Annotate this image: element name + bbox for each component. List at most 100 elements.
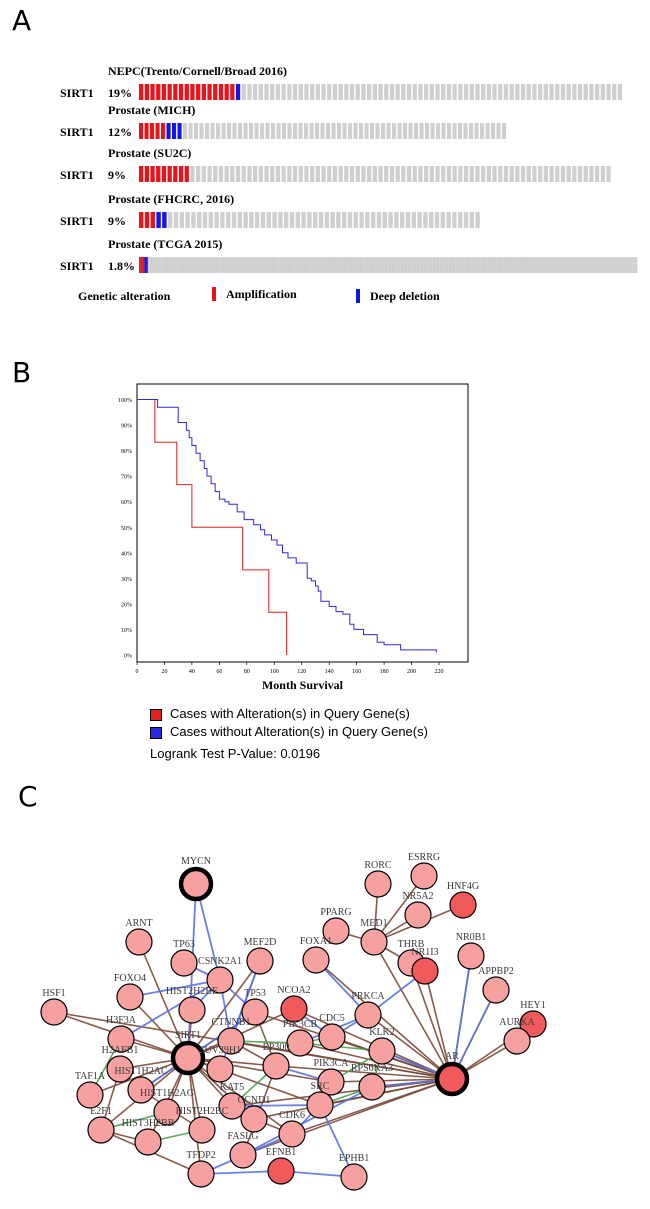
sample-bar	[587, 257, 590, 273]
legend-title: Genetic alteration	[78, 289, 171, 303]
sample-bar	[592, 257, 595, 273]
sample-bar	[559, 257, 561, 273]
sample-bar	[450, 257, 453, 273]
sample-bar	[172, 257, 175, 273]
sample-bar	[224, 84, 229, 100]
node-label-pik3ca: PIK3CA	[313, 1058, 349, 1069]
sample-bar	[318, 257, 321, 273]
sample-bar	[201, 84, 206, 100]
node-label-tp53: TP53	[244, 988, 266, 999]
sample-bar	[417, 212, 422, 228]
sample-bar	[365, 212, 370, 228]
node-label-faslg: FASLG	[228, 1131, 259, 1142]
sample-bar	[372, 84, 377, 100]
edge-interaction	[373, 941, 453, 1080]
sample-bar	[139, 257, 141, 273]
sample-bar	[226, 212, 231, 228]
sample-bar	[160, 257, 163, 273]
sample-bar	[457, 257, 460, 273]
sample-bar	[338, 257, 341, 273]
sample-bar	[258, 84, 263, 100]
sample-bar	[173, 84, 178, 100]
sample-bar	[389, 166, 395, 182]
sample-bar	[142, 257, 145, 273]
node-sirt1	[170, 1040, 206, 1076]
edge-interaction	[187, 1057, 202, 1175]
sample-bar	[440, 212, 445, 228]
legend-amp-swatch	[212, 287, 216, 301]
edge-interaction	[138, 941, 189, 1059]
sample-bar	[549, 84, 554, 100]
sample-bar	[447, 123, 452, 139]
sample-bar	[608, 257, 611, 273]
sample-bar	[461, 257, 463, 273]
sample-bar	[231, 257, 234, 273]
sample-bar	[459, 257, 462, 273]
node-label-ccnd1: CCND1	[238, 1095, 271, 1106]
sample-bar	[153, 257, 156, 273]
sample-bar	[251, 257, 253, 273]
sample-bar	[498, 84, 503, 100]
sample-bar	[361, 257, 364, 273]
sample-bar	[468, 257, 471, 273]
sample-bar	[512, 257, 515, 273]
sample-bar	[196, 166, 201, 182]
sample-bar	[199, 123, 204, 139]
sample-bar	[249, 212, 254, 228]
node-label-nr5a2: NR5A2	[402, 891, 433, 902]
sample-bar	[272, 257, 275, 273]
node-ar	[434, 1061, 470, 1097]
sample-bar	[150, 166, 155, 182]
plot-frame	[136, 383, 469, 663]
sample-bar	[562, 257, 565, 273]
sample-bar	[632, 257, 634, 273]
sample-bar	[264, 84, 269, 100]
sample-bar	[573, 257, 576, 273]
sample-bar	[430, 257, 433, 273]
sample-bar	[429, 212, 434, 228]
sample-bar	[430, 123, 435, 139]
sample-bar	[446, 166, 452, 182]
sample-bar	[441, 166, 446, 182]
sample-bar	[263, 257, 266, 273]
node-hist3h2bb	[134, 1128, 162, 1156]
sample-bar	[167, 257, 170, 273]
sample-bar	[578, 257, 581, 273]
sample-bar	[178, 84, 184, 100]
sample-bar	[419, 123, 424, 139]
sample-bar	[347, 257, 350, 273]
logrank-pvalue: Logrank Test P-Value: 0.0196	[150, 746, 321, 761]
sample-bar	[443, 257, 446, 273]
edge-interaction	[315, 959, 453, 1080]
sample-bar	[256, 257, 259, 273]
sample-bar	[286, 257, 289, 273]
sample-bar	[156, 257, 159, 273]
survival-chart: 0% 10% 20% 30% 40% 50% 60% 70% 80% 90% 100% 0 20 40 60…	[118, 383, 469, 690]
sample-bar	[538, 166, 543, 182]
sample-bar	[287, 84, 292, 100]
sample-bar	[498, 257, 501, 273]
sample-bar	[336, 212, 341, 228]
node-src	[306, 1091, 334, 1119]
sample-bar	[412, 166, 417, 182]
sample-bar	[208, 212, 213, 228]
sample-bar	[302, 257, 305, 273]
sample-bar	[458, 123, 463, 139]
sample-bar	[367, 166, 372, 182]
sample-bar	[243, 212, 248, 228]
sample-bar	[616, 257, 618, 273]
x-tick-label: 200	[407, 669, 416, 675]
sample-bar	[341, 257, 344, 273]
sample-bar	[213, 257, 216, 273]
sample-bar	[401, 166, 406, 182]
legend-del-label: Deep deletion	[370, 289, 440, 303]
sample-bar	[304, 166, 309, 182]
sample-bar	[268, 257, 271, 273]
sample-bar	[252, 257, 255, 273]
node-prkca	[354, 1001, 382, 1029]
sample-bar	[267, 257, 269, 273]
sample-bar	[418, 166, 423, 182]
sample-bar	[318, 212, 324, 228]
edge-interaction	[242, 1078, 453, 1156]
sample-bar	[287, 166, 292, 182]
